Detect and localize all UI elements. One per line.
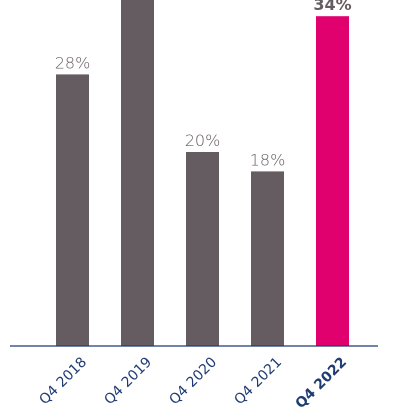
category-label: Q4 2018 (36, 354, 90, 408)
bars-group (56, 0, 349, 347)
bar-q4-2018 (56, 74, 89, 347)
value-label: 34% (313, 0, 351, 14)
value-label: 20% (185, 131, 221, 150)
bar-q4-2022 (316, 16, 349, 346)
bar-q4-2019 (121, 0, 154, 347)
value-labels-group: 28%36%20%18%34% (55, 0, 352, 169)
bar-q4-2020 (186, 152, 219, 346)
category-label: Q4 2022 (292, 354, 350, 410)
category-label: Q4 2019 (101, 354, 155, 408)
category-label: Q4 2021 (231, 354, 285, 408)
value-label: 18% (250, 150, 286, 169)
bar-q4-2021 (251, 171, 284, 346)
value-label: 28% (55, 53, 91, 72)
category-labels-group: Q4 2018 Q4 2019 Q4 2020 Q4 2021 Q4 2022 (36, 354, 350, 410)
category-label: Q4 2020 (166, 354, 220, 408)
